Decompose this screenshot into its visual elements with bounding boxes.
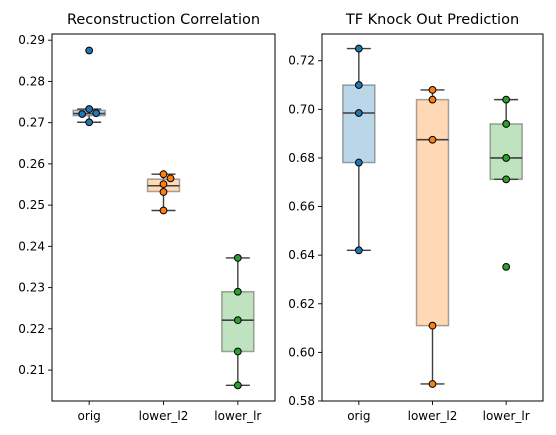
- panel-reconstruction-correlation: Reconstruction Correlation 0.21 0.22 0.23 0…: [18, 12, 276, 423]
- data-point: [159, 188, 168, 196]
- y-tick-label: 0.24: [18, 239, 45, 253]
- data-point: [159, 170, 168, 179]
- panel-tf-knock-out-prediction: TF Knock Out Prediction 0.58 0.60 0.62 0.64…: [288, 12, 544, 423]
- box-lower_l2: [415, 98, 450, 327]
- data-point: [502, 262, 511, 271]
- data-point: [233, 287, 242, 296]
- y-tick-label: 0.70: [288, 102, 315, 116]
- data-point: [428, 135, 437, 144]
- y-tick-label: 0.27: [18, 116, 45, 130]
- y-tick-label: 0.23: [18, 281, 45, 295]
- box-orig: [342, 84, 376, 164]
- y-tick-label: 0.66: [288, 200, 315, 214]
- data-point: [428, 380, 437, 388]
- data-point: [78, 110, 87, 118]
- data-point: [354, 158, 363, 167]
- x-tick-label: orig: [347, 409, 370, 423]
- chart-title: TF Knock Out Prediction: [345, 12, 519, 28]
- data-point: [354, 81, 363, 89]
- y-tick-label: 0.62: [288, 297, 315, 311]
- plot-frame: [51, 33, 276, 402]
- data-point: [92, 109, 101, 118]
- data-point: [354, 246, 363, 255]
- data-point: [428, 95, 437, 104]
- data-point: [502, 95, 511, 104]
- y-tick-label: 0.29: [18, 33, 45, 47]
- y-tick-label: 0.26: [18, 157, 45, 171]
- y-tick-label: 0.21: [18, 363, 45, 377]
- x-tick-label: lower_lr: [214, 409, 261, 423]
- y-tick-label: 0.60: [288, 345, 315, 359]
- data-point: [428, 321, 437, 330]
- data-point: [502, 154, 511, 162]
- data-point: [502, 175, 511, 184]
- x-tick-label: lower_l2: [139, 409, 189, 423]
- data-point: [233, 254, 242, 262]
- x-tick-label: lower_l2: [408, 409, 458, 423]
- data-point: [428, 86, 437, 94]
- data-point: [233, 347, 242, 356]
- y-tick-label: 0.22: [18, 322, 45, 336]
- y-tick-label: 0.64: [288, 248, 315, 262]
- data-point: [233, 381, 242, 390]
- data-point: [85, 46, 94, 55]
- box-lower_lr: [489, 123, 523, 181]
- y-tick-label: 0.58: [288, 394, 315, 408]
- chart-title: Reconstruction Correlation: [67, 12, 260, 28]
- y-tick-label: 0.28: [18, 74, 45, 88]
- data-point: [85, 105, 94, 113]
- x-tick-label: lower_lr: [483, 409, 530, 423]
- data-point: [354, 44, 363, 53]
- y-tick-label: 0.68: [288, 151, 315, 165]
- data-point: [159, 180, 168, 188]
- plot-frame: [321, 33, 544, 402]
- y-tick-label: 0.72: [288, 54, 315, 68]
- data-point: [85, 118, 94, 127]
- box-lower_lr: [221, 290, 255, 353]
- x-tick-label: orig: [78, 409, 101, 423]
- data-point: [233, 316, 242, 325]
- data-point: [502, 120, 511, 128]
- data-point: [354, 109, 363, 117]
- data-point: [159, 206, 168, 215]
- y-tick-label: 0.25: [18, 198, 45, 212]
- data-point: [166, 174, 175, 183]
